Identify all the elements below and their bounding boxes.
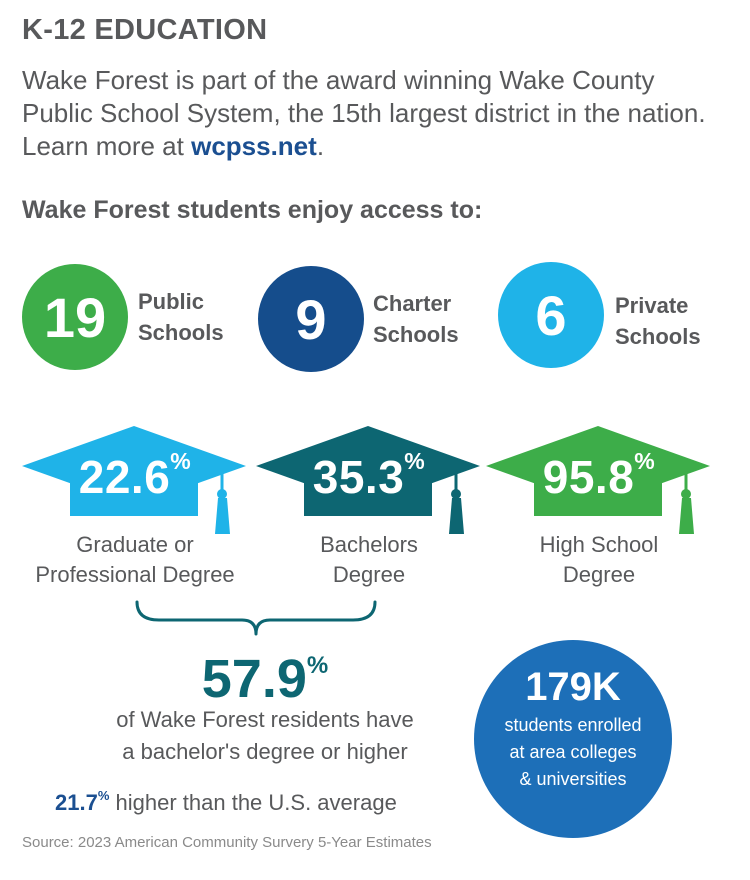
- bachelors-degree-number: 35.3: [312, 451, 405, 503]
- charter-schools-label: Charter Schools: [373, 288, 459, 350]
- curly-brace-icon: [135, 600, 377, 636]
- bachelors-degree-line2: Degree: [332, 562, 406, 587]
- high-school-degree-number: 95.8: [542, 451, 635, 503]
- graduation-cap-icon: [256, 426, 480, 534]
- colleges-enrollment-line1: students enrolled: [504, 715, 642, 735]
- charter-schools-line2: Schools: [373, 322, 459, 347]
- graduate-degree-number: 22.6: [78, 451, 171, 503]
- colleges-enrollment-line3: & universities: [519, 769, 627, 789]
- public-schools-circle: 19: [22, 264, 128, 370]
- bachelors-or-higher-pct: %: [306, 652, 329, 679]
- us-average-comparison: 21.7% higher than the U.S. average: [55, 788, 397, 816]
- private-schools-label: Private Schools: [615, 290, 701, 352]
- graduate-degree-value: 22.6%: [60, 448, 210, 504]
- colleges-enrollment-value: 179K: [525, 665, 621, 709]
- source-note: Source: 2023 American Community Survery …: [22, 834, 432, 851]
- intro-paragraph: Wake Forest is part of the award winning…: [22, 64, 732, 163]
- bachelors-or-higher-description: of Wake Forest residents have a bachelor…: [60, 704, 470, 768]
- private-schools-line1: Private: [615, 293, 689, 318]
- comparison-text: higher than the U.S. average: [109, 790, 397, 815]
- bachelors-or-higher-line1: of Wake Forest residents have: [116, 707, 414, 732]
- graduate-degree-label: Graduate or Professional Degree: [20, 530, 250, 590]
- public-schools-line1: Public: [138, 289, 205, 314]
- access-subheading: Wake Forest students enjoy access to:: [22, 196, 483, 224]
- charter-schools-line1: Charter: [373, 291, 452, 316]
- private-schools-line2: Schools: [615, 324, 701, 349]
- bachelors-or-higher-value: 57.9%: [140, 648, 390, 710]
- colleges-enrollment-circle: 179K students enrolled at area colleges …: [474, 640, 672, 838]
- public-schools-line2: Schools: [138, 320, 224, 345]
- graduate-degree-line1: Graduate or: [76, 532, 194, 557]
- colleges-enrollment-line2: at area colleges: [509, 742, 637, 762]
- private-schools-circle: 6: [498, 262, 604, 368]
- bachelors-or-higher-number: 57.9: [201, 649, 307, 709]
- wcpss-link[interactable]: wcpss.net: [191, 131, 317, 161]
- bachelors-degree-value: 35.3%: [294, 448, 444, 504]
- bachelors-degree-label: Bachelors Degree: [254, 530, 484, 590]
- high-school-degree-label: High School Degree: [484, 530, 714, 590]
- intro-end: .: [316, 131, 325, 161]
- comparison-number: 21.7: [55, 790, 98, 815]
- graduate-degree-line2: Professional Degree: [35, 562, 235, 587]
- charter-schools-circle: 9: [258, 266, 364, 372]
- bachelors-or-higher-line2: a bachelor's degree or higher: [122, 739, 408, 764]
- graduation-cap-icon: [22, 426, 246, 534]
- bachelors-degree-line1: Bachelors: [320, 532, 418, 557]
- comparison-value: 21.7%: [55, 788, 110, 815]
- graduation-cap-icon: [486, 426, 710, 534]
- colleges-enrollment-text: students enrolled at area colleges & uni…: [474, 712, 672, 793]
- page-title: K-12 EDUCATION: [22, 14, 268, 46]
- comparison-pct: %: [97, 788, 110, 803]
- high-school-degree-value: 95.8%: [524, 448, 674, 504]
- intro-text: Wake Forest is part of the award winning…: [22, 65, 706, 161]
- high-school-degree-pct: %: [634, 448, 656, 474]
- public-schools-label: Public Schools: [138, 286, 224, 348]
- bachelors-degree-pct: %: [404, 448, 426, 474]
- high-school-degree-line2: Degree: [562, 562, 636, 587]
- high-school-degree-line1: High School: [539, 532, 659, 557]
- graduate-degree-pct: %: [170, 448, 192, 474]
